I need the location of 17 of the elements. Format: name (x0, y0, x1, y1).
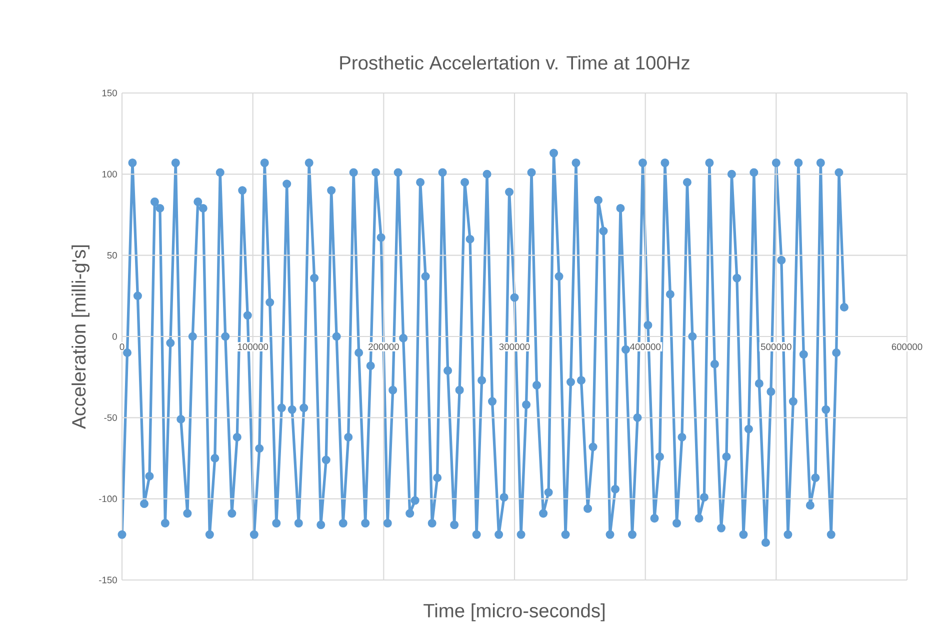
x-tick-label: 200000 (368, 343, 399, 350)
chart-title: Prosthetic Accelertation v. Time at 100Hz (340, 56, 690, 70)
x-tick-label: 600000 (892, 343, 922, 350)
x-tick-label: 300000 (499, 343, 530, 350)
y-tick-label: 0 (112, 333, 117, 340)
y-axis-title: Acceleration [milli-g's] (72, 245, 90, 429)
y-tick-label: -100 (99, 496, 117, 502)
x-tick-label: 0 (120, 343, 124, 350)
y-tick-label: 150 (102, 90, 117, 96)
y-tick-label: 50 (107, 252, 117, 259)
y-tick-label: -50 (104, 414, 117, 421)
x-tick-label: 100000 (238, 343, 268, 350)
x-tick-label: 400000 (630, 343, 661, 350)
x-axis-title: Time [micro-seconds] (424, 603, 605, 622)
x-tick-label: 500000 (760, 343, 792, 350)
y-tick-label: 100 (102, 170, 117, 178)
y-tick-label: -150 (99, 576, 117, 584)
